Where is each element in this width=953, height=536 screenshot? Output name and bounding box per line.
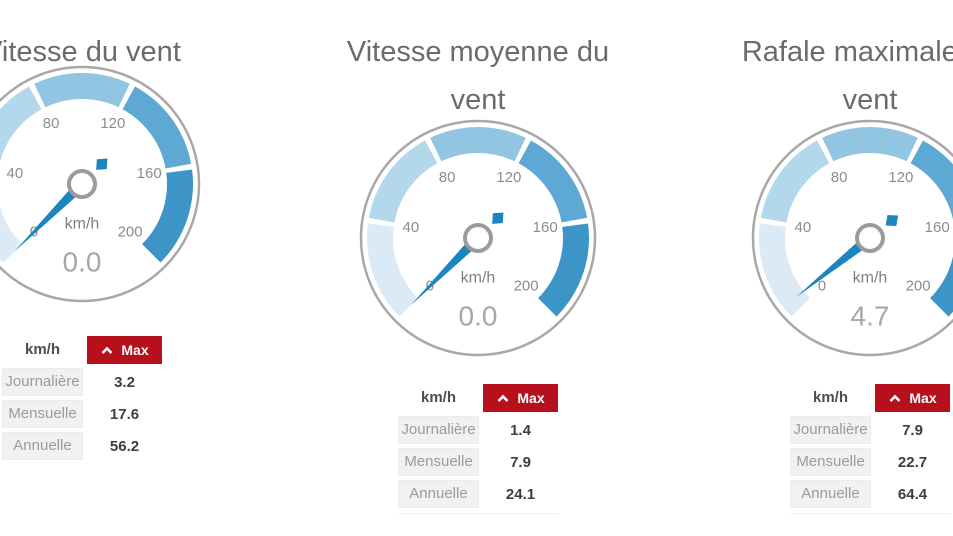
chevron-up-icon bbox=[888, 394, 902, 403]
gauge-title-line2: vent bbox=[450, 84, 506, 117]
row-value-monthly: 22.7 bbox=[897, 453, 928, 471]
chevron-up-icon bbox=[496, 394, 510, 403]
svg-text:120: 120 bbox=[496, 169, 521, 186]
row-label-yearly: Annuelle bbox=[790, 480, 871, 508]
stats-table: km/h Max Journalière 3.2 Mensuelle 17.6 … bbox=[2, 336, 162, 460]
svg-text:160: 160 bbox=[137, 165, 162, 182]
svg-text:200: 200 bbox=[118, 224, 143, 241]
row-value-monthly: 7.9 bbox=[510, 453, 531, 471]
svg-text:120: 120 bbox=[100, 115, 125, 132]
max-button-label: Max bbox=[909, 390, 937, 406]
unit-header: km/h bbox=[24, 341, 60, 358]
svg-text:120: 120 bbox=[888, 169, 913, 186]
row-label-monthly: Mensuelle bbox=[790, 448, 871, 476]
row-value-daily: 1.4 bbox=[510, 421, 531, 439]
max-button[interactable]: Max bbox=[87, 336, 162, 364]
table-divider bbox=[398, 513, 558, 514]
svg-text:40: 40 bbox=[794, 219, 811, 236]
chevron-up-icon bbox=[100, 346, 114, 355]
row-value-yearly: 24.1 bbox=[505, 485, 536, 503]
panel-wind-gust: Rafale maximale du vent 0 40 80 120 160 200 km… bbox=[710, 0, 953, 536]
max-button-label: Max bbox=[517, 390, 545, 406]
max-button-label: Max bbox=[121, 342, 149, 358]
row-value-yearly: 64.4 bbox=[897, 485, 928, 503]
wind-gust-gauge: 0 40 80 120 160 200 km/h 4.7 bbox=[740, 108, 953, 368]
svg-text:4.7: 4.7 bbox=[851, 301, 890, 332]
gauge-title-line1: Vitesse moyenne du bbox=[346, 36, 610, 69]
max-button[interactable]: Max bbox=[875, 384, 950, 412]
row-label-daily: Journalière bbox=[790, 416, 871, 444]
gauge-title-line1: Rafale maximale du bbox=[741, 36, 953, 69]
row-label-daily: Journalière bbox=[2, 368, 83, 396]
svg-text:80: 80 bbox=[439, 169, 456, 186]
row-label-monthly: Mensuelle bbox=[398, 448, 479, 476]
stats-table: km/h Max Journalière 1.4 Mensuelle 7.9 A… bbox=[398, 384, 558, 508]
panel-wind-average: Vitesse moyenne du vent 04080120160200km… bbox=[318, 0, 638, 536]
row-label-yearly: Annuelle bbox=[2, 432, 83, 460]
svg-text:80: 80 bbox=[831, 169, 848, 186]
svg-text:80: 80 bbox=[43, 115, 60, 132]
svg-text:km/h: km/h bbox=[853, 270, 888, 287]
svg-text:0.0: 0.0 bbox=[63, 247, 102, 278]
unit-header: km/h bbox=[812, 389, 848, 406]
svg-text:200: 200 bbox=[514, 278, 539, 295]
stats-table: km/h Max Journalière 7.9 Mensuelle 22.7 … bbox=[790, 384, 950, 508]
svg-text:40: 40 bbox=[402, 219, 419, 236]
svg-text:40: 40 bbox=[6, 165, 23, 182]
gauge-title-line1: Vitesse du vent bbox=[0, 36, 181, 69]
gauge-title: Vitesse moyenne du vent bbox=[228, 28, 728, 124]
row-value-monthly: 17.6 bbox=[109, 405, 140, 423]
row-value-daily: 3.2 bbox=[114, 373, 135, 391]
svg-text:0: 0 bbox=[818, 278, 826, 295]
svg-text:160: 160 bbox=[533, 219, 558, 236]
table-divider bbox=[790, 513, 950, 514]
gauge-title-line2: vent bbox=[842, 84, 898, 117]
max-button[interactable]: Max bbox=[483, 384, 558, 412]
gauge-title: Vitesse du vent bbox=[0, 28, 332, 76]
row-label-monthly: Mensuelle bbox=[2, 400, 83, 428]
svg-text:km/h: km/h bbox=[461, 270, 496, 287]
row-label-daily: Journalière bbox=[398, 416, 479, 444]
gauge-title: Rafale maximale du vent bbox=[620, 28, 953, 124]
svg-text:160: 160 bbox=[925, 219, 950, 236]
unit-header: km/h bbox=[420, 389, 456, 406]
svg-text:km/h: km/h bbox=[65, 216, 100, 233]
row-value-daily: 7.9 bbox=[902, 421, 923, 439]
row-value-yearly: 56.2 bbox=[109, 437, 140, 455]
svg-text:0.0: 0.0 bbox=[459, 301, 498, 332]
svg-text:200: 200 bbox=[906, 278, 931, 295]
row-label-yearly: Annuelle bbox=[398, 480, 479, 508]
